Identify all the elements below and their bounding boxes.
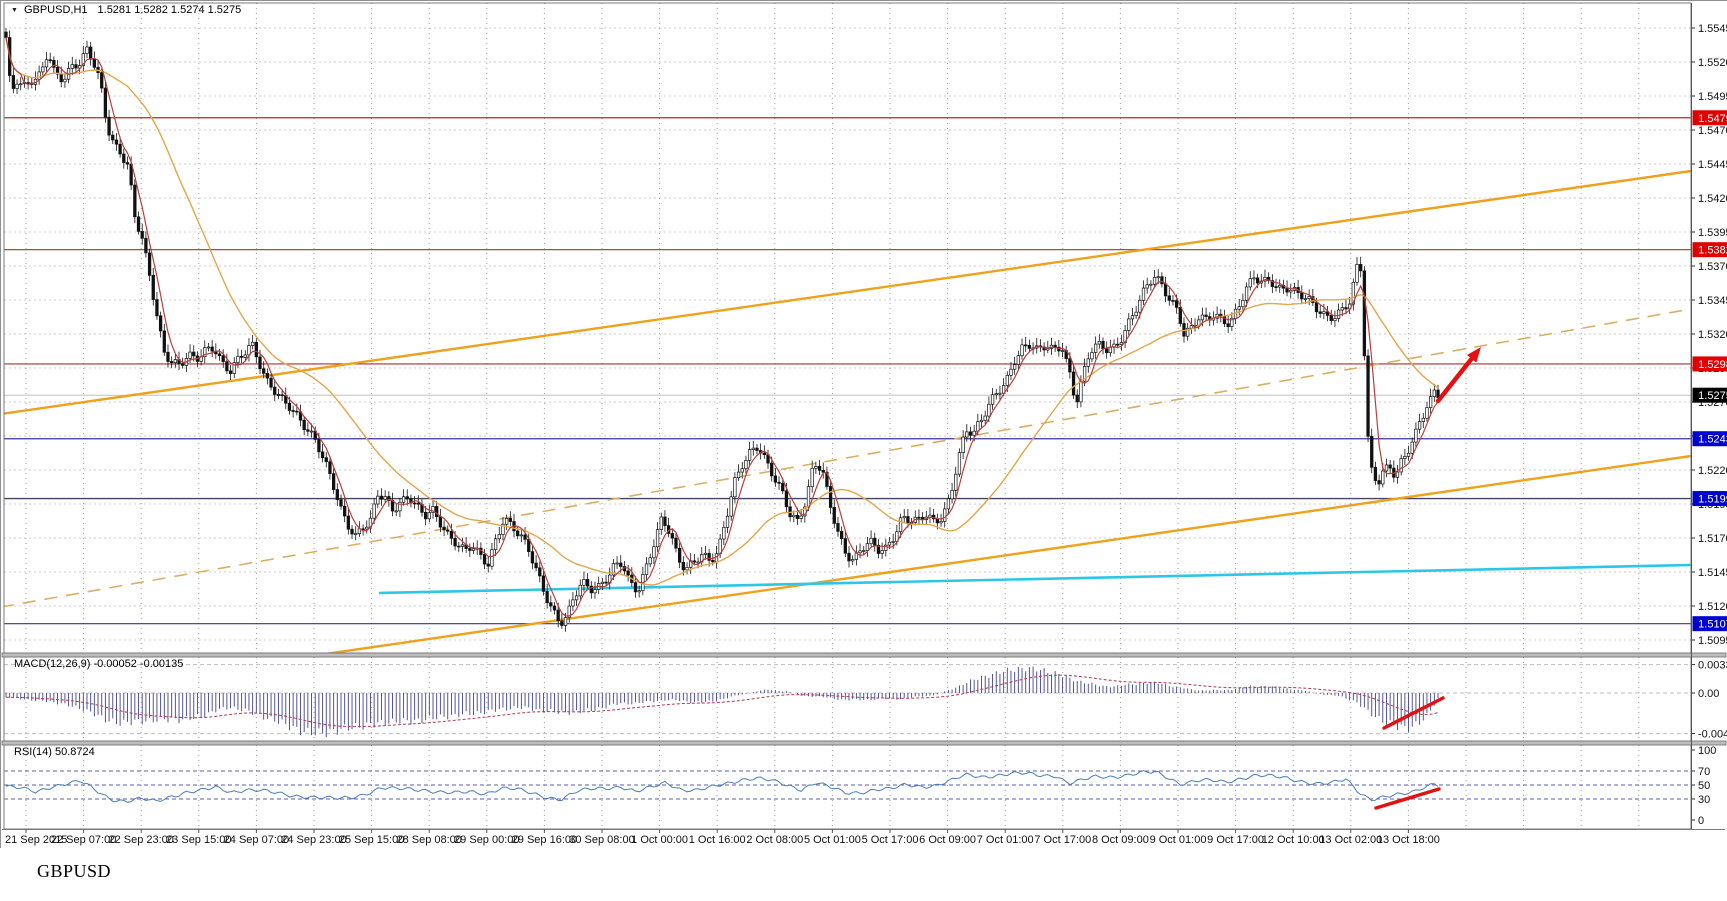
panel-splitter: [1, 740, 1727, 746]
trendline-channel-upper: [4, 169, 1691, 415]
quote-values: 1.5281 1.5282 1.5274 1.5275: [97, 4, 242, 16]
price-tick-label: 1.5495: [1698, 91, 1727, 103]
price-marker-label: 1.5243: [1698, 434, 1727, 446]
rsi-label: RSI(14) 50.8724: [14, 746, 95, 758]
date-label: 28 Sep 08:00: [396, 834, 461, 846]
date-label: 7 Oct 17:00: [1034, 834, 1091, 846]
price-marker-label: 1.5199: [1698, 494, 1727, 506]
rsi-trend-line: [1374, 787, 1441, 810]
price-marker-box: [1692, 387, 1727, 403]
symbol-timeframe-label: GBPUSD,H1: [23, 4, 88, 16]
price-marker-box: [1692, 356, 1727, 372]
rsi-tick-label: 0: [1698, 815, 1704, 827]
price-tick-label: 1.5220: [1698, 465, 1727, 477]
price-tick-label: 1.5170: [1698, 533, 1727, 545]
chart-window: ▼ GBPUSD,H1 1.5281 1.5282 1.5274 1.5275 …: [0, 0, 1727, 849]
price-tick-label: 1.5445: [1698, 159, 1727, 171]
macd-tick-label: 0.00331: [1698, 660, 1727, 672]
chart-canvas[interactable]: 1.5545 1.5520 1.5495 1.5470 1.5445 1.5420 1.53…: [1, 1, 1727, 849]
price-marker-box: [1692, 491, 1727, 507]
date-label: 9 Oct 17:00: [1207, 834, 1264, 846]
date-label: 23 Sep 15:00: [166, 834, 231, 846]
price-marker-box: [1692, 242, 1727, 258]
macd-trend-line: [1382, 696, 1445, 730]
date-label: 5 Oct 01:00: [804, 834, 861, 846]
date-label: 6 Oct 09:00: [919, 834, 976, 846]
date-label: 1 Oct 16:00: [689, 834, 746, 846]
macd-tick-label: 0.00: [1698, 688, 1719, 700]
price-tick-label: 1.5370: [1698, 261, 1727, 273]
price-marker-box: [1692, 616, 1727, 632]
panel-splitter: [1, 652, 1727, 658]
date-label: 22 Sep 23:00: [108, 834, 173, 846]
rsi-tick-label: 100: [1698, 745, 1716, 757]
price-marker-box: [1692, 431, 1727, 447]
macd-label: MACD(12,26,9) -0.00052 -0.00135: [14, 658, 184, 670]
trendline-median-dashed: [4, 308, 1691, 608]
date-label: 24 Sep 07:00: [224, 834, 289, 846]
date-label: 25 Sep 15:00: [339, 834, 404, 846]
moving-averages: [5, 37, 1439, 617]
macd-signal-line: [6, 674, 1439, 728]
price-tick-label: 1.5545: [1698, 23, 1727, 35]
date-label: 22 Sep 07:00: [51, 834, 116, 846]
rsi-tick-label: 70: [1698, 766, 1710, 778]
price-tick-label: 1.5345: [1698, 295, 1727, 307]
ma-fast-line: [5, 37, 1439, 617]
date-label: 13 Oct 18:00: [1377, 834, 1440, 846]
macd-tick-label: -0.00473: [1698, 729, 1727, 741]
chart-background: [1, 1, 1727, 849]
rsi-tick-label: 50: [1698, 780, 1710, 792]
date-label: 30 Sep 08:00: [569, 834, 634, 846]
price-tick-label: 1.5145: [1698, 567, 1727, 579]
price-tick-label: 1.5395: [1698, 227, 1727, 239]
price-tick-label: 1.5520: [1698, 57, 1727, 69]
rsi-line: [5, 770, 1439, 803]
trend-arrow: [1435, 347, 1481, 404]
rsi-tick-label: 30: [1698, 794, 1710, 806]
price-tick-label: 1.5320: [1698, 329, 1727, 341]
price-marker-label: 1.5107: [1698, 619, 1727, 631]
date-label: 2 Oct 08:00: [746, 834, 803, 846]
rsi-panel: [4, 770, 1691, 810]
price-tick-label: 1.5420: [1698, 193, 1727, 205]
symbol-dropdown-icon[interactable]: ▼: [11, 6, 18, 14]
price-marker-box: [1692, 110, 1727, 126]
price-marker-label: 1.5382: [1698, 245, 1727, 257]
date-label: 5 Oct 17:00: [862, 834, 919, 846]
price-tick-label: 1.5470: [1698, 125, 1727, 137]
date-label: 9 Oct 01:00: [1150, 834, 1207, 846]
date-label: 1 Oct 00:00: [631, 834, 688, 846]
price-marker-label: 1.5479: [1698, 113, 1727, 125]
chart-title: ▼ GBPUSD,H1 1.5281 1.5282 1.5274 1.5275: [11, 4, 241, 16]
date-label: 29 Sep 00:00: [454, 834, 519, 846]
date-label: 8 Oct 09:00: [1092, 834, 1149, 846]
date-label: 7 Oct 01:00: [977, 834, 1034, 846]
date-label: 21 Sep 2015: [5, 834, 67, 846]
date-label: 13 Oct 02:00: [1319, 834, 1382, 846]
date-label: 12 Oct 10:00: [1262, 834, 1325, 846]
price-marker-label: 1.5298: [1698, 359, 1727, 371]
price-axis: 1.5545 1.5520 1.5495 1.5470 1.5445 1.5420 1.53…: [1691, 23, 1727, 827]
trendline-channel-lower: [323, 454, 1691, 653]
price-tick-label: 1.5120: [1698, 601, 1727, 613]
price-tick-label: 1.5095: [1698, 635, 1727, 647]
price-marker-label: 1.5275: [1698, 390, 1727, 402]
symbol-watermark: GBPUSD: [37, 861, 112, 881]
date-label: 24 Sep 23:00: [281, 834, 346, 846]
ma-slow-line: [5, 37, 1439, 586]
date-label: 29 Sep 16:00: [512, 834, 577, 846]
macd-panel: [4, 664, 1691, 738]
arrowhead: [1466, 347, 1481, 363]
